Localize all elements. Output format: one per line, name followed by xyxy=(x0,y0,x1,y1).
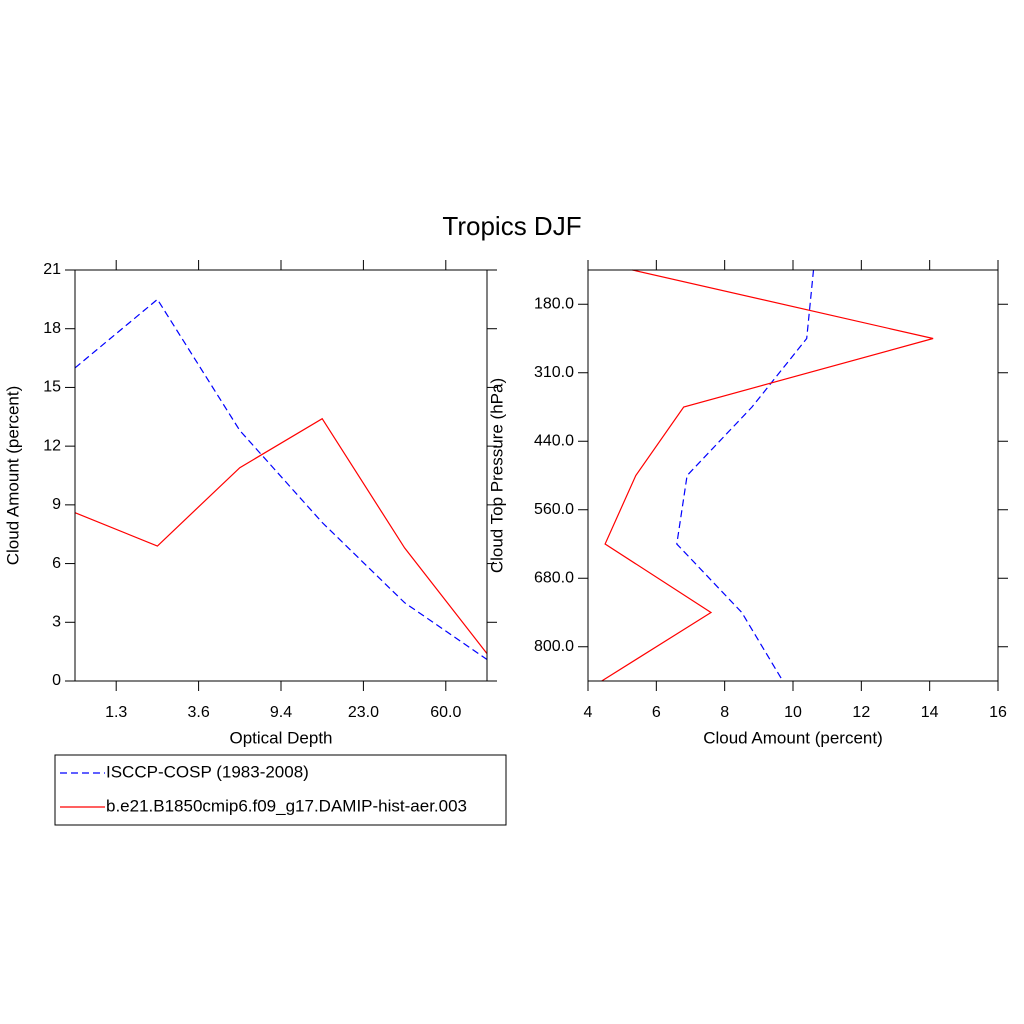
y-tick-label: 560.0 xyxy=(534,501,574,518)
x-tick-label: 14 xyxy=(921,704,939,721)
x-axis-label: Optical Depth xyxy=(230,728,333,747)
y-axis-label: Cloud Top Pressure (hPa) xyxy=(487,378,506,573)
x-tick-label: 60.0 xyxy=(430,704,461,721)
x-tick-label: 8 xyxy=(720,704,729,721)
legend-label: ISCCP-COSP (1983-2008) xyxy=(106,762,309,781)
legend-box xyxy=(54,754,507,826)
y-tick-label: 12 xyxy=(43,437,61,454)
legend-label: b.e21.B1850cmip6.f09_g17.DAMIP-hist-aer.… xyxy=(106,796,467,815)
y-tick-label: 440.0 xyxy=(534,432,574,449)
series-line xyxy=(74,417,488,654)
x-axis-label: Cloud Amount (percent) xyxy=(703,728,883,747)
y-tick-label: 9 xyxy=(52,496,61,513)
x-tick-label: 1.3 xyxy=(105,704,127,721)
y-axis-label: Cloud Amount (percent) xyxy=(3,386,22,566)
x-tick-label: 9.4 xyxy=(270,704,292,721)
x-tick-label: 3.6 xyxy=(187,704,209,721)
y-tick-label: 15 xyxy=(43,379,61,396)
y-tick-label: 18 xyxy=(43,320,61,337)
x-tick-label: 16 xyxy=(989,704,1007,721)
figure-title: Tropics DJF xyxy=(442,211,581,241)
series-line xyxy=(676,269,815,682)
y-tick-label: 800.0 xyxy=(534,638,574,655)
y-tick-label: 3 xyxy=(52,614,61,631)
y-tick-label: 6 xyxy=(52,555,61,572)
x-tick-label: 6 xyxy=(652,704,661,721)
x-tick-label: 10 xyxy=(784,704,802,721)
x-tick-label: 4 xyxy=(584,704,593,721)
y-tick-label: 310.0 xyxy=(534,364,574,381)
x-tick-label: 12 xyxy=(852,704,870,721)
x-tick-label: 23.0 xyxy=(348,704,379,721)
y-tick-label: 0 xyxy=(52,672,61,689)
y-tick-label: 21 xyxy=(43,261,61,278)
y-tick-label: 680.0 xyxy=(534,569,574,586)
series-line xyxy=(601,269,934,682)
y-tick-label: 180.0 xyxy=(534,295,574,312)
series-line xyxy=(74,298,488,660)
